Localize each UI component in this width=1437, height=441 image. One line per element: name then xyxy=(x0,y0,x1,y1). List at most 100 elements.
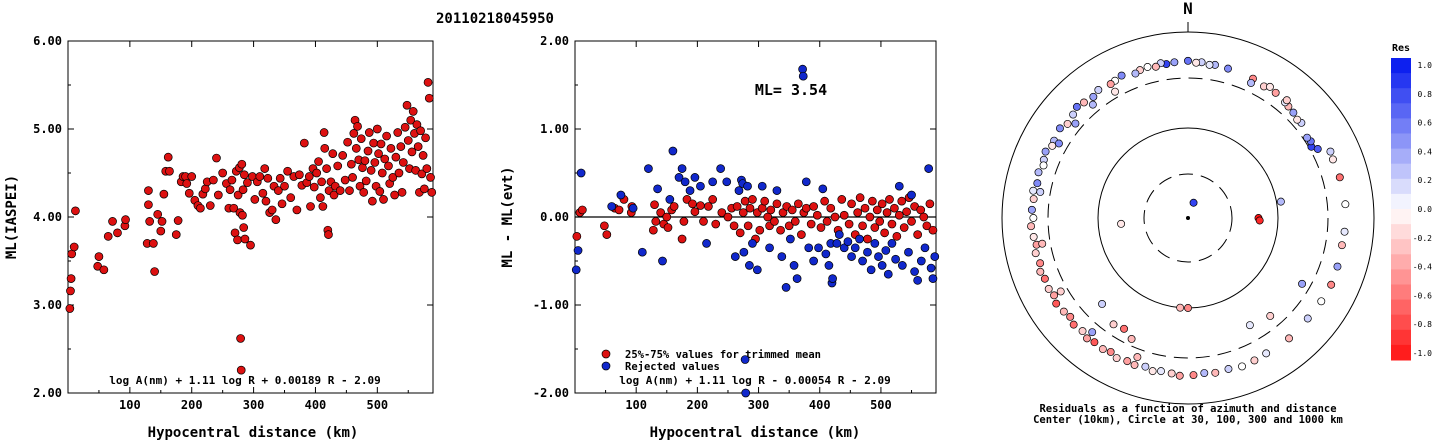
y-tick-label: -2.00 xyxy=(533,386,569,400)
data-point xyxy=(814,243,823,253)
data-point xyxy=(662,212,672,222)
formula-text: log A(nm) + 1.11 log R - 0.00054 R - 2.0… xyxy=(619,374,891,387)
colorbar-cell xyxy=(1391,73,1411,89)
data-point xyxy=(345,186,354,195)
data-point xyxy=(653,184,662,194)
data-point xyxy=(377,168,387,178)
station-point xyxy=(1106,347,1115,356)
ring-1000km xyxy=(1001,31,1375,405)
data-point xyxy=(872,205,882,215)
data-point xyxy=(338,151,348,160)
residual-colorbar: Res 1.0 0.8 0.6 0.4 0.2 0.0 -0.2 -0.4 -0.6 -0.8 -1… xyxy=(1391,43,1432,361)
data-point xyxy=(212,153,221,163)
data-point xyxy=(413,142,423,151)
data-point xyxy=(422,164,432,173)
y-axis-label: ML(IASPEI) xyxy=(4,175,20,259)
data-point xyxy=(577,205,587,215)
data-point xyxy=(157,217,167,226)
station-point xyxy=(1303,314,1312,323)
data-point xyxy=(426,173,435,182)
data-point xyxy=(165,166,174,176)
x-tick-label: 100 xyxy=(625,398,647,412)
station-point xyxy=(1090,338,1099,347)
station-point xyxy=(1117,71,1126,80)
colorbar-cells xyxy=(1391,58,1411,361)
data-point xyxy=(734,186,744,195)
station-point xyxy=(1083,334,1091,343)
data-point xyxy=(732,202,742,211)
colorbar-cell xyxy=(1391,314,1411,331)
colorbar-cell xyxy=(1391,254,1411,270)
station-point xyxy=(1069,320,1078,329)
station-point xyxy=(1131,69,1140,78)
station-point xyxy=(1040,274,1049,283)
station-point xyxy=(1052,299,1061,308)
data-point xyxy=(94,252,104,261)
colorbar-cell xyxy=(1391,88,1411,104)
data-point xyxy=(376,139,386,149)
data-point xyxy=(263,173,273,183)
data-point xyxy=(816,223,826,232)
data-point xyxy=(277,199,287,209)
legend-marker-trimmed xyxy=(601,349,611,359)
data-point xyxy=(275,173,285,183)
colorbar-cell xyxy=(1391,269,1411,285)
data-point xyxy=(343,137,352,147)
data-point xyxy=(839,210,849,220)
data-point xyxy=(690,207,700,217)
data-point xyxy=(351,144,361,153)
data-point xyxy=(149,239,158,248)
data-point xyxy=(797,230,806,239)
station-point xyxy=(1072,102,1081,111)
station-point xyxy=(1250,356,1259,365)
station-point xyxy=(1106,80,1115,89)
y-tick-label: 2.00 xyxy=(540,34,569,48)
station-point xyxy=(1303,133,1312,142)
colorbar-label: 0.6 xyxy=(1418,119,1433,128)
center-marker xyxy=(1186,216,1190,220)
station-point xyxy=(1063,119,1072,128)
data-point xyxy=(637,247,647,257)
data-point xyxy=(801,177,811,187)
y-axis-label: ML - ML(evt) xyxy=(500,166,516,267)
data-point xyxy=(757,181,767,191)
colorbar-cell xyxy=(1391,178,1411,195)
colorbar-cell xyxy=(1391,329,1411,346)
colorbar-label: -0.4 xyxy=(1413,263,1432,272)
data-point xyxy=(858,221,867,231)
x-tick-label: 400 xyxy=(305,398,327,412)
data-point xyxy=(366,166,376,175)
x-tick-label: 400 xyxy=(809,398,831,412)
data-point xyxy=(113,228,122,238)
data-point xyxy=(740,196,750,206)
data-point xyxy=(372,124,382,134)
data-point xyxy=(822,217,832,226)
colorbar-cell xyxy=(1391,163,1411,180)
data-points xyxy=(65,78,437,375)
data-point xyxy=(928,274,938,283)
station-point xyxy=(1192,58,1201,67)
data-point xyxy=(881,246,891,255)
data-point xyxy=(233,235,242,245)
data-point xyxy=(772,186,782,195)
data-point xyxy=(335,186,345,195)
data-point xyxy=(628,203,638,213)
data-point xyxy=(877,199,887,209)
data-point xyxy=(866,265,876,275)
station-point xyxy=(1078,327,1087,336)
data-point xyxy=(159,189,169,199)
station-point xyxy=(1117,219,1126,228)
data-point xyxy=(258,188,268,198)
data-point xyxy=(299,138,309,148)
data-point xyxy=(690,173,700,182)
colorbar-cell xyxy=(1391,58,1411,74)
data-point xyxy=(368,196,377,206)
y-tick-label: -1.00 xyxy=(533,298,569,312)
data-point xyxy=(600,221,609,231)
data-point xyxy=(883,269,893,279)
y-tick-label: 5.00 xyxy=(33,122,62,136)
data-point xyxy=(108,217,117,226)
colorbar-cell xyxy=(1391,118,1411,134)
data-point xyxy=(391,152,401,162)
data-point xyxy=(267,205,277,215)
